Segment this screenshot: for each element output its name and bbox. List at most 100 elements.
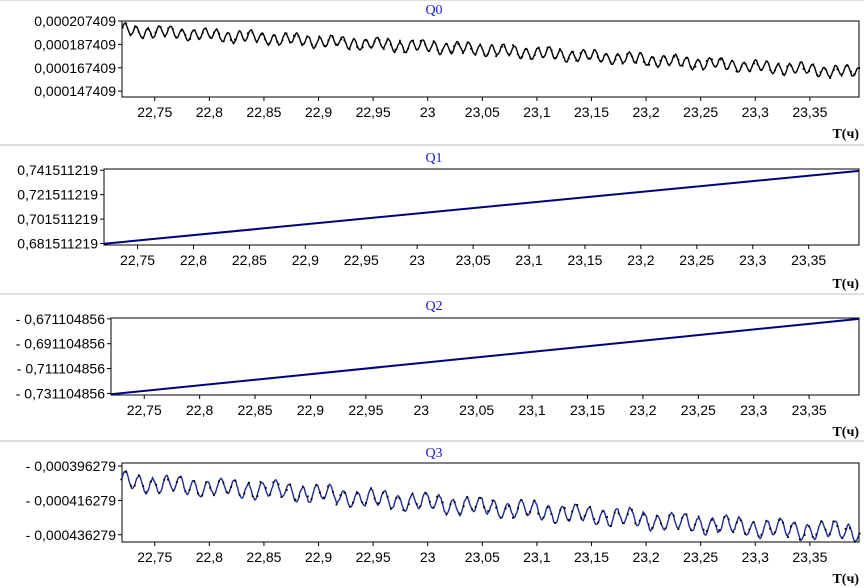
- data-point: [681, 64, 684, 67]
- data-point: [441, 49, 444, 52]
- data-point: [672, 514, 675, 517]
- data-point: [260, 33, 263, 36]
- data-point: [373, 40, 376, 43]
- data-point: [327, 485, 329, 488]
- data-point: [652, 56, 654, 59]
- chart-panel-q2: Q2 - 0,671104856 - 0,691104856 - 0,7111048…: [0, 293, 864, 440]
- data-point: [542, 516, 545, 519]
- data-point: [188, 489, 191, 491]
- data-point: [694, 523, 697, 526]
- x-tick-label: 23,3: [739, 252, 766, 268]
- data-point: [272, 481, 275, 484]
- data-point: [314, 44, 317, 47]
- data-point: [479, 43, 482, 46]
- data-point: [386, 37, 389, 40]
- data-point: [769, 69, 772, 71]
- data-point: [568, 518, 570, 521]
- data-point: [180, 29, 183, 32]
- data-point: [697, 515, 700, 518]
- data-point: [579, 52, 582, 55]
- data-point: [727, 67, 730, 69]
- data-point: [815, 533, 818, 536]
- data-point: [668, 63, 671, 66]
- x-tick-label: 23,3: [742, 549, 769, 565]
- data-point: [732, 531, 735, 534]
- data-point: [613, 511, 616, 514]
- data-point: [812, 63, 815, 66]
- data-point: [715, 525, 718, 527]
- data-point: [600, 60, 603, 63]
- y-tick-label: 0,721511219: [17, 187, 98, 203]
- data-point: [828, 533, 831, 536]
- y-tick-labels: 0,000207409 0,000187409 0,000167409 0,00014…: [34, 13, 122, 99]
- data-point: [382, 491, 384, 494]
- x-tick-label: 23,25: [683, 549, 718, 565]
- data-point: [487, 510, 490, 512]
- data-point: [395, 496, 398, 499]
- data-point: [634, 522, 637, 525]
- data-point: [752, 521, 755, 523]
- data-point: [361, 501, 364, 504]
- data-point: [690, 529, 692, 531]
- data-point: [714, 65, 717, 68]
- data-point: [486, 53, 489, 56]
- data-point: [609, 61, 612, 64]
- data-point: [639, 52, 641, 55]
- data-point: [138, 474, 140, 477]
- data-point: [389, 43, 392, 46]
- data-point: [575, 59, 578, 62]
- data-point: [583, 515, 586, 517]
- x-tick-label: 22,85: [246, 549, 281, 565]
- data-point: [234, 479, 237, 482]
- data-point: [677, 59, 680, 61]
- data-point: [453, 45, 455, 48]
- data-point: [226, 32, 228, 35]
- x-tick-label: 23: [413, 402, 429, 418]
- data-point: [504, 507, 507, 510]
- data-point: [512, 44, 514, 47]
- y-tick-labels: 0,741511219 0,721511219 0,701511219 0,68151…: [17, 162, 104, 252]
- data-point: [819, 71, 822, 74]
- data-point: [841, 537, 844, 539]
- data-point: [424, 43, 427, 46]
- data-point: [145, 491, 148, 494]
- data-point: [790, 64, 792, 67]
- y-tick-label: - 0,000396279: [26, 458, 117, 474]
- chart-title: Q2: [425, 299, 442, 314]
- data-point: [411, 492, 414, 495]
- data-point: [129, 34, 132, 36]
- data-point: [668, 514, 671, 517]
- data-point: [604, 53, 607, 56]
- series-line: [121, 21, 860, 78]
- data-point: [846, 64, 849, 67]
- data-point: [458, 512, 461, 515]
- data-point: [394, 48, 397, 51]
- data-point: [125, 22, 128, 25]
- data-point: [209, 36, 211, 39]
- data-point: [554, 522, 557, 524]
- data-point: [415, 48, 418, 51]
- y-tick-label: - 0,671104856: [16, 311, 105, 327]
- data-point: [242, 38, 245, 41]
- data-point: [212, 31, 215, 34]
- data-point: [246, 32, 249, 35]
- data-point: [466, 41, 469, 44]
- series-group: [110, 317, 860, 396]
- x-tick-label: 23,35: [792, 104, 827, 120]
- x-tick-labels: 22,75 22,8 22,85 22,9 22,95 23 23,05 23,1 23,15 2…: [120, 245, 826, 268]
- data-point: [829, 77, 832, 79]
- data-point: [621, 62, 624, 65]
- data-point: [614, 58, 617, 61]
- data-point: [248, 481, 250, 484]
- x-tick-label: 23,15: [567, 252, 602, 268]
- data-point: [711, 58, 713, 61]
- data-point: [378, 39, 381, 41]
- data-point: [844, 527, 847, 530]
- data-point: [533, 54, 536, 57]
- data-point: [351, 501, 354, 504]
- data-point: [769, 527, 771, 530]
- data-point: [197, 492, 199, 495]
- data-point: [572, 50, 574, 53]
- data-point: [369, 46, 372, 48]
